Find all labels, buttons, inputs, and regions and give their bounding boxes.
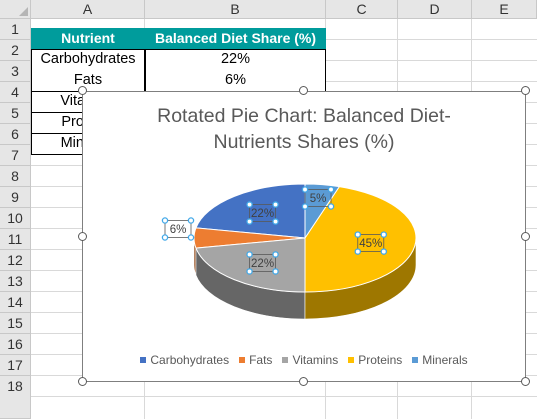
- column-header-a[interactable]: A: [31, 0, 145, 19]
- label-selection-handle[interactable]: [301, 186, 309, 193]
- column-header-e[interactable]: E: [472, 0, 537, 19]
- data-label-box: [164, 220, 192, 238]
- pie-slice-vitamins[interactable]: [195, 237, 306, 293]
- select-all-corner[interactable]: [0, 0, 31, 19]
- cell-a3[interactable]: Fats: [31, 70, 145, 91]
- pie-slice-carbohydrates[interactable]: [195, 183, 306, 239]
- label-selection-handle[interactable]: [380, 231, 388, 238]
- chart-title-line-1: Rotated Pie Chart: Balanced Diet-: [157, 105, 451, 127]
- legend-item-proteins: Proteins: [348, 353, 402, 367]
- legend-label: Proteins: [358, 353, 403, 367]
- label-selection-handle[interactable]: [380, 248, 388, 255]
- label-selection-handle[interactable]: [187, 234, 195, 241]
- label-selection-handle[interactable]: [301, 203, 309, 210]
- gridline: [31, 396, 537, 397]
- data-label-carbohydrates[interactable]: 22%: [246, 201, 279, 225]
- row-header-5[interactable]: 5: [0, 103, 31, 124]
- legend-item-carbohydrates: Carbohydrates: [140, 353, 229, 367]
- pie-slice-proteins[interactable]: [304, 186, 417, 293]
- data-label-box: [249, 254, 276, 272]
- legend-item-vitamins: Vitamins: [282, 353, 338, 367]
- row-header-16[interactable]: 16: [0, 334, 31, 355]
- label-selection-handle[interactable]: [327, 203, 335, 210]
- data-label-box: [304, 189, 332, 207]
- data-label-text: 6%: [170, 224, 187, 236]
- row-header-8[interactable]: 8: [0, 166, 31, 187]
- label-selection-handle[interactable]: [246, 268, 253, 275]
- chart-resize-handle-bottom-left[interactable]: [78, 377, 87, 386]
- row-header-4[interactable]: 4: [0, 82, 31, 103]
- data-label-vitamins[interactable]: 22%: [246, 251, 279, 275]
- row-header-1[interactable]: 1: [0, 19, 31, 40]
- row-header-11[interactable]: 11: [0, 229, 31, 250]
- row-header-10[interactable]: 10: [0, 208, 31, 229]
- row-header-2[interactable]: 2: [0, 40, 31, 61]
- data-label-box: [249, 204, 276, 222]
- table-header-share[interactable]: Balanced Diet Share (%): [145, 28, 326, 49]
- chart-resize-handle-top-right[interactable]: [521, 86, 530, 95]
- label-selection-handle[interactable]: [246, 218, 253, 225]
- legend-swatch: [140, 357, 147, 363]
- data-label-minerals[interactable]: 5%: [301, 186, 335, 210]
- chart-area[interactable]: Rotated Pie Chart: Balanced Diet- Nutrie…: [82, 91, 526, 382]
- cell-b3[interactable]: 6%: [145, 70, 326, 91]
- row-header-3[interactable]: 3: [0, 61, 31, 82]
- label-selection-handle[interactable]: [354, 248, 362, 255]
- data-label-box: [357, 234, 385, 252]
- select-all-triangle-icon: [19, 7, 28, 16]
- legend-label: Carbohydrates: [150, 353, 230, 367]
- row-header-18[interactable]: 18: [0, 376, 31, 419]
- chart-resize-handle-left[interactable]: [78, 232, 87, 241]
- chart-resize-handle-bottom-right[interactable]: [521, 377, 530, 386]
- column-header-b[interactable]: B: [145, 0, 326, 19]
- cell-b2[interactable]: 22%: [145, 49, 326, 70]
- table-header-nutrient[interactable]: Nutrient: [31, 28, 145, 49]
- column-header-d[interactable]: D: [398, 0, 472, 19]
- row-header-9[interactable]: 9: [0, 187, 31, 208]
- chart-title-line-2: Nutrients Shares (%): [213, 131, 395, 153]
- row-header-12[interactable]: 12: [0, 250, 31, 271]
- cell-a2[interactable]: Carbohydrates: [31, 49, 145, 70]
- legend-label: Vitamins: [292, 353, 339, 367]
- row-header-17[interactable]: 17: [0, 355, 31, 376]
- chart-resize-handle-top[interactable]: [299, 86, 308, 95]
- row-header-14[interactable]: 14: [0, 292, 31, 313]
- chart-resize-handle-bottom[interactable]: [299, 377, 308, 386]
- column-header-c[interactable]: C: [326, 0, 398, 19]
- legend-label: Minerals: [422, 353, 468, 367]
- data-label-text: 45%: [359, 238, 382, 250]
- label-selection-handle[interactable]: [272, 251, 279, 258]
- label-selection-handle[interactable]: [161, 234, 169, 241]
- data-label-text: 5%: [310, 193, 327, 205]
- legend-swatch: [412, 357, 419, 363]
- legend-item-minerals: Minerals: [412, 353, 468, 367]
- label-selection-handle[interactable]: [246, 251, 253, 258]
- legend-swatch: [239, 357, 246, 363]
- chart-legend[interactable]: Carbohydrates Fats Vitamins Proteins Min…: [83, 353, 525, 367]
- label-selection-handle[interactable]: [327, 186, 335, 193]
- row-header-13[interactable]: 13: [0, 271, 31, 292]
- row-header-15[interactable]: 15: [0, 313, 31, 334]
- pie-chart-plot[interactable]: 22% 6% 22% 45% 5%: [83, 92, 527, 383]
- chart-title[interactable]: Rotated Pie Chart: Balanced Diet- Nutrie…: [83, 103, 525, 155]
- label-selection-handle[interactable]: [272, 218, 279, 225]
- data-label-proteins[interactable]: 45%: [354, 231, 388, 255]
- row-header-6[interactable]: 6: [0, 124, 31, 145]
- chart-resize-handle-top-left[interactable]: [78, 86, 87, 95]
- label-selection-handle[interactable]: [354, 231, 362, 238]
- legend-swatch: [282, 357, 289, 363]
- legend-swatch: [348, 357, 355, 363]
- chart-resize-handle-right[interactable]: [521, 232, 530, 241]
- legend-item-fats: Fats: [239, 353, 272, 367]
- data-label-text: 22%: [251, 258, 274, 270]
- data-label-fats[interactable]: 6%: [161, 217, 195, 241]
- data-label-text: 22%: [251, 208, 274, 220]
- legend-label: Fats: [249, 353, 273, 367]
- label-selection-handle[interactable]: [272, 201, 279, 208]
- label-selection-handle[interactable]: [272, 268, 279, 275]
- row-header-7[interactable]: 7: [0, 145, 31, 166]
- label-selection-handle[interactable]: [246, 201, 253, 208]
- label-selection-handle[interactable]: [161, 217, 169, 224]
- label-selection-handle[interactable]: [187, 217, 195, 224]
